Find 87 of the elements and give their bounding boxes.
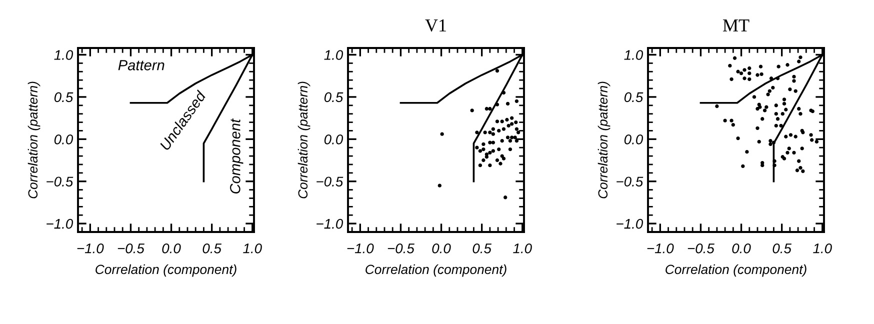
x-tick-label: 0.0 (162, 243, 181, 254)
point (506, 136, 510, 140)
x-axis-title: Correlation (component) (666, 264, 806, 277)
y-tick-label: 0.5 (624, 92, 644, 102)
point (470, 108, 474, 112)
x-tick-label: −0.5 (118, 243, 144, 254)
y-tick-label: 0.0 (54, 134, 74, 144)
point (500, 139, 504, 143)
point (491, 132, 496, 136)
y-axis-title: Correlation (pattern) (298, 82, 310, 198)
x-tick-label: 0.0 (432, 243, 451, 254)
point (513, 136, 517, 140)
x-tick-label: 1.0 (513, 243, 532, 254)
y-axis-title: Correlation (pattern) (598, 82, 610, 198)
point (514, 127, 519, 131)
y-tick-label: 0.5 (54, 92, 74, 102)
point (491, 140, 496, 144)
point (495, 68, 500, 73)
y-tick-label: −0.5 (616, 176, 644, 187)
point (514, 120, 518, 124)
y-tick-label: −1.0 (316, 218, 344, 229)
point (510, 122, 514, 126)
y-tick-label: 1.0 (624, 50, 644, 60)
x-tick-label: −1.0 (647, 243, 674, 254)
x-tick-label: 0.0 (732, 243, 751, 254)
y-tick-label: 0.5 (324, 92, 344, 102)
annotation: Pattern (118, 60, 164, 70)
point (488, 106, 492, 111)
x-tick-label: −0.5 (688, 243, 714, 254)
x-tick-label: 0.5 (202, 243, 222, 254)
point (508, 147, 512, 152)
point (475, 130, 479, 134)
y-tick-label: −0.5 (46, 176, 74, 187)
point (488, 163, 492, 168)
point (502, 156, 506, 160)
y-tick-label: 0.0 (624, 134, 644, 144)
point (478, 163, 482, 168)
y-tick-label: 1.0 (54, 50, 74, 60)
point (505, 118, 509, 122)
point (491, 127, 496, 131)
point (484, 155, 489, 159)
point (506, 124, 510, 128)
annotation: Component (230, 118, 244, 194)
point (502, 127, 506, 131)
x-tick-label: 1.0 (813, 243, 832, 254)
y-tick-label: −1.0 (616, 218, 644, 229)
chart-title: MT (722, 20, 750, 32)
x-axis-title: Correlation (component) (96, 264, 236, 277)
point (488, 130, 492, 134)
point (516, 130, 520, 134)
point (483, 130, 487, 134)
point (498, 162, 502, 166)
point (491, 149, 496, 153)
x-tick-label: −1.0 (347, 243, 374, 254)
point (500, 120, 504, 124)
point (488, 140, 492, 144)
y-tick-label: −0.5 (316, 176, 344, 187)
point (510, 136, 514, 140)
point (495, 158, 500, 162)
x-tick-label: 0.5 (772, 243, 792, 254)
point (475, 146, 479, 150)
point (440, 132, 444, 136)
point (497, 128, 501, 133)
point (510, 116, 514, 120)
point (484, 106, 489, 111)
point (478, 149, 482, 153)
y-tick-label: −1.0 (46, 218, 74, 229)
x-tick-label: 1.0 (243, 243, 262, 254)
point (504, 196, 508, 200)
chart-title: V1 (425, 19, 446, 32)
y-tick-label: 1.0 (324, 50, 344, 60)
point (488, 150, 492, 154)
point (508, 139, 512, 143)
point (506, 102, 510, 106)
x-tick-label: 0.5 (472, 243, 492, 254)
point (482, 158, 486, 162)
point (482, 142, 486, 146)
x-tick-label: −1.0 (77, 243, 104, 254)
x-axis-title: Correlation (component) (366, 264, 506, 277)
point (497, 147, 501, 152)
y-axis-title: Correlation (pattern) (28, 82, 40, 198)
point (438, 184, 442, 188)
y-tick-label: 0.0 (324, 134, 344, 144)
point (482, 147, 486, 152)
point (495, 120, 500, 124)
point (514, 99, 519, 104)
x-tick-label: −0.5 (388, 243, 414, 254)
